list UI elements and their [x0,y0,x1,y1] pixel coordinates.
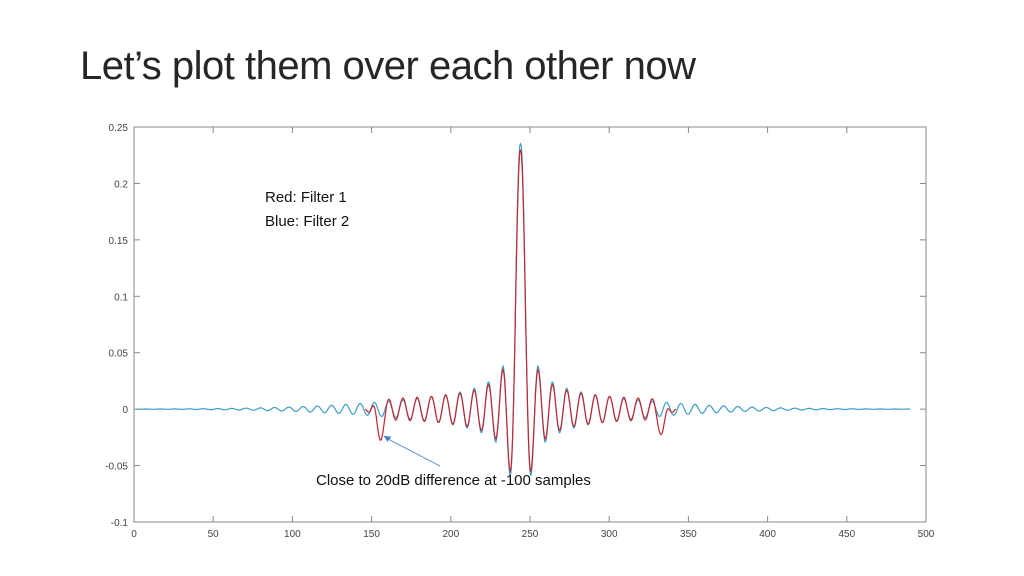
x-tick-label: 300 [601,529,618,540]
y-tick-label: 0.25 [109,123,129,134]
x-tick-label: 250 [522,529,539,540]
x-tick-label: 400 [759,529,776,540]
y-tick-label: 0.05 [109,349,129,360]
x-tick-label: 350 [680,529,697,540]
x-tick-label: 50 [208,529,220,540]
x-tick-label: 0 [131,529,137,540]
x-tick-label: 200 [442,529,459,540]
arrow-head [383,435,392,442]
x-tick-label: 500 [918,529,935,540]
x-tick-label: 450 [838,529,855,540]
x-tick-label: 150 [363,529,380,540]
y-tick-label: 0.15 [109,236,129,247]
y-tick-label: 0 [122,405,128,416]
arrow-shaft [387,438,441,467]
legend-filter-1: Red: Filter 1 [265,189,347,206]
y-tick-label: 0.1 [114,292,128,303]
annotation-arrow [383,435,441,467]
legend-text: Red: Filter 1 Blue: Filter 2 [265,186,349,234]
x-tick-label: 100 [284,529,301,540]
legend-filter-2: Blue: Filter 2 [265,213,350,230]
axes-box [133,126,927,523]
y-tick-label: -0.05 [105,462,128,473]
x-tick-labels: 0 50 100 150 200 250 300 350 400 450 500 [131,529,935,540]
y-tick-labels: -0.1 -0.05 0 0.05 0.1 0.15 0.2 0.25 [105,123,128,529]
annotation-text: Close to 20dB difference at -100 samples [316,472,591,489]
series-filter-1-line [364,149,677,472]
y-tick-label: 0.2 [114,179,128,190]
y-tick-label: -0.1 [111,518,129,529]
slide-title: Let’s plot them over each other now [80,44,696,88]
